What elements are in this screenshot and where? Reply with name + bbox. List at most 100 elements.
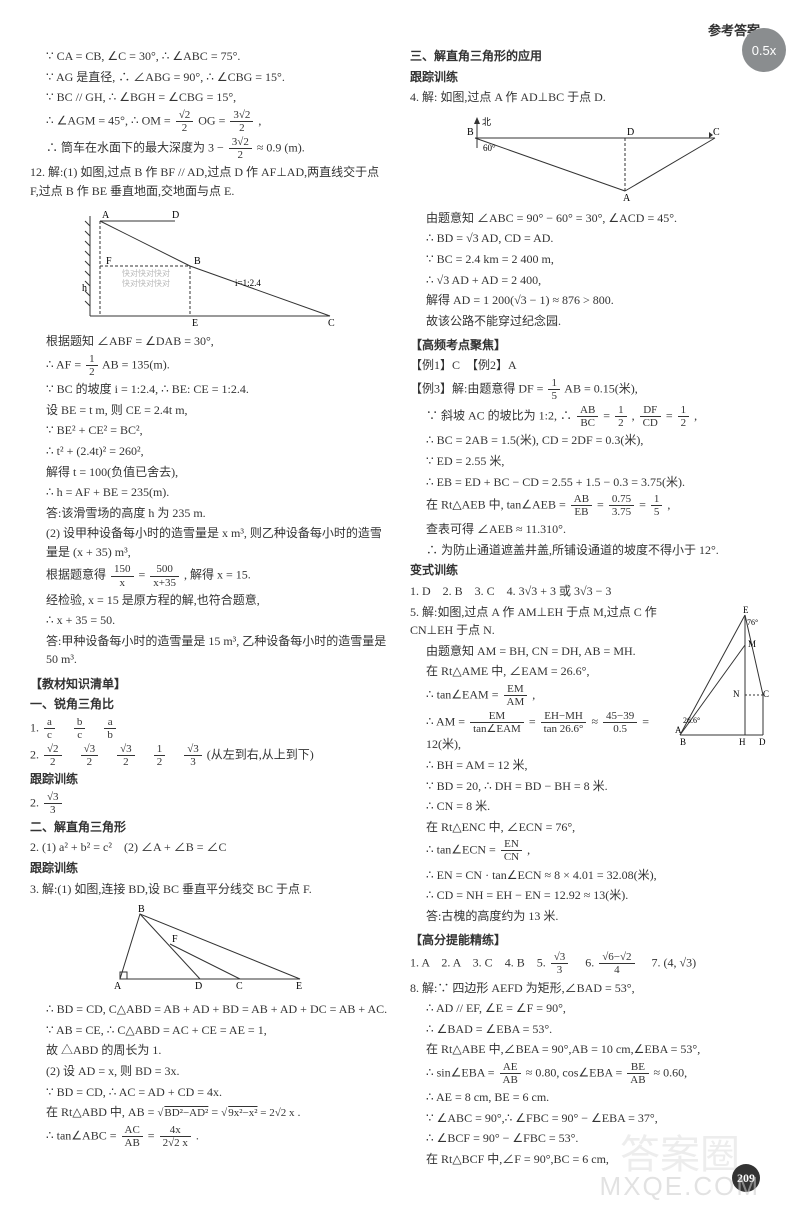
text-line: ∴ sin∠EBA = AEAB ≈ 0.80, cos∠EBA = BEAB …	[410, 1061, 770, 1086]
t: ∴ tan∠ABC =	[46, 1129, 120, 1143]
subheading: 一、锐角三角比	[30, 695, 390, 714]
subheading: 跟踪训练	[410, 68, 770, 87]
svg-text:E: E	[296, 981, 302, 992]
fraction: bc	[74, 716, 86, 741]
t: ∴ AM =	[426, 715, 468, 729]
text-line: 解得 t = 100(负值已舍去),	[30, 463, 390, 482]
text-line: ∴ CN = 8 米.	[410, 797, 770, 816]
fraction: 45−390.5	[603, 710, 637, 735]
text-line: (2) 设 AD = x, 则 BD = 3x.	[30, 1062, 390, 1081]
text-line: 解得 AD = 1 200(√3 − 1) ≈ 876 > 800.	[410, 291, 770, 310]
section-heading: 【高频考点聚焦】	[410, 336, 770, 353]
text-line: ∵ ED = 2.55 米,	[410, 452, 770, 471]
subheading: 跟踪训练	[30, 770, 390, 789]
svg-text:快对快对快对: 快对快对快对	[122, 278, 170, 288]
svg-text:D: D	[172, 210, 179, 221]
figure-triangle: B F A D C E	[30, 904, 390, 994]
text-line: ∵ 斜坡 AC 的坡比为 1:2, ∴ ABBC = 12 , DFCD = 1…	[410, 404, 770, 429]
figure-road: 北 B D C A 60°	[410, 113, 770, 203]
svg-text:A: A	[102, 210, 110, 221]
text-line: ∵ CA = CB, ∠C = 30°, ∴ ∠ABC = 75°.	[30, 47, 390, 66]
text-line: ∴ BD = √3 AD, CD = AD.	[410, 229, 770, 248]
text-line: ∴ BC = 2AB = 1.5(米), CD = 2DF = 0.3(米),	[410, 431, 770, 450]
svg-text:E: E	[743, 605, 749, 615]
page-number: 209	[732, 1164, 760, 1192]
text-line: 答:该滑雪场的高度 h 为 235 m.	[30, 504, 390, 523]
text-line: 2. √33	[30, 791, 390, 816]
fraction: 4x2√2 x	[160, 1124, 191, 1149]
fraction: ABBC	[577, 404, 598, 429]
text-line: 根据题意得 150x = 500x+35 , 解得 x = 15.	[30, 563, 390, 588]
fraction: 150x	[111, 563, 134, 588]
text-line: ∴ x + 35 = 50.	[30, 611, 390, 630]
text-line: ∴ BH = AM = 12 米,	[410, 756, 770, 775]
fraction: ACAB	[122, 1124, 143, 1149]
t: ∴ 筒车在水面下的最大深度为 3 −	[46, 140, 227, 154]
t: 根据题意得	[46, 568, 109, 582]
t: ∴ ∠AGM = 45°, ∴ OM =	[46, 113, 174, 127]
fraction: 500x+35	[150, 563, 179, 588]
t: AB = 135(m).	[102, 357, 170, 371]
t: .	[298, 1105, 301, 1119]
svg-text:C: C	[763, 689, 769, 699]
text-line: 经检验, x = 15 是原方程的解,也符合题意,	[30, 591, 390, 610]
text-line: 答:古槐的高度约为 13 米.	[410, 907, 770, 926]
fraction: √6−√24	[599, 951, 634, 976]
section-heading: 【高分提能精练】	[410, 931, 770, 948]
text-line: ∴ t² + (2.4t)² = 260²,	[30, 442, 390, 461]
text-line: 在 Rt△AEB 中, tan∠AEB = ABEB = 0.753.75 = …	[410, 493, 770, 518]
fraction: DFCD	[640, 404, 661, 429]
fraction: ABEB	[571, 493, 592, 518]
text-line: ∵ BC 的坡度 i = 1:2.4, ∴ BE: CE = 1:2.4.	[30, 380, 390, 399]
math: √BD²−AD²	[157, 1107, 208, 1119]
fraction: √33	[551, 951, 569, 976]
t: .	[196, 1129, 199, 1143]
figure-tree: E 26.6° 76° B H D M N C A	[675, 605, 770, 749]
text-line: ∴ tan∠ABC = ACAB = 4x2√2 x .	[30, 1124, 390, 1149]
text-line: 在 Rt△ABD 中, AB = √BD²−AD² = √9x²−x² = 2√…	[30, 1103, 390, 1122]
t: =	[139, 568, 149, 582]
t: , 解得 x = 15.	[184, 568, 251, 582]
t: ≈ 0.60,	[654, 1065, 688, 1079]
text-line: ∴ EB = ED + BC − CD = 2.55 + 1.5 − 0.3 =…	[410, 473, 770, 492]
text-line: 设 BE = t m, 则 CE = 2.4t m,	[30, 401, 390, 420]
math: √9x²−x² = 2√2 x	[221, 1107, 294, 1119]
t: ∴ AF =	[46, 357, 84, 371]
text-line: 1. D 2. B 3. C 4. 3√3 + 3 或 3√3 − 3	[410, 582, 770, 601]
text-line: ∴ 为防止通道遮盖井盖,所铺设通道的坡度不得小于 12°.	[410, 541, 770, 560]
fraction: √33	[184, 743, 202, 768]
fraction: 12	[615, 404, 627, 429]
fraction: ac	[44, 716, 55, 741]
fraction: 0.753.75	[609, 493, 634, 518]
fraction: 3√22	[230, 109, 253, 134]
fraction: √22	[44, 743, 62, 768]
text-line: 4. 解: 如图,过点 A 作 AD⊥BC 于点 D.	[410, 88, 770, 107]
fraction: AEAB	[500, 1061, 521, 1086]
text-line: ∴ ∠BAD = ∠EBA = 53°.	[410, 1020, 770, 1039]
svg-text:B: B	[467, 127, 474, 138]
text-line: 根据题知 ∠ABF = ∠DAB = 30°,	[30, 332, 390, 351]
text-line: 由题意知 ∠ABC = 90° − 60° = 30°, ∠ACD = 45°.	[410, 209, 770, 228]
subheading: 二、解直角三角形	[30, 818, 390, 837]
text-line: 1. A 2. A 3. C 4. B 5. √33 6. √6−√24 7. …	[410, 951, 770, 976]
svg-text:i=1:2.4: i=1:2.4	[235, 278, 261, 288]
text-line: 3. 解:(1) 如图,连接 BD,设 BC 垂直平分线交 BC 于点 F.	[30, 880, 390, 899]
text-line: 【例3】解:由题意得 DF = 15 AB = 0.15(米),	[410, 377, 770, 402]
t: 【例3】解:由题意得 DF =	[410, 381, 546, 395]
text-line: 8. 解:∵ 四边形 AEFD 为矩形,∠BAD = 53°,	[410, 979, 770, 998]
t: =	[597, 497, 607, 511]
t: =	[211, 1105, 221, 1119]
text-line: 故该公路不能穿过纪念园.	[410, 312, 770, 331]
fraction: ab	[104, 716, 116, 741]
fraction: 3√22	[229, 136, 252, 161]
svg-text:D: D	[627, 127, 634, 138]
text-line: 在 Rt△BCF 中,∠F = 90°,BC = 6 cm,	[410, 1150, 770, 1169]
zoom-badge: 0.5x	[742, 28, 786, 72]
text-line: ∴ √3 AD + AD = 2 400,	[410, 271, 770, 290]
t: ,	[258, 113, 261, 127]
svg-text:26.6°: 26.6°	[683, 716, 700, 725]
svg-text:E: E	[192, 318, 198, 326]
text-line: ∵ BD = 20, ∴ DH = BD − BH = 8 米.	[410, 777, 770, 796]
text-line: ∴ h = AF + BE = 235(m).	[30, 483, 390, 502]
section-heading: 【教材知识清单】	[30, 675, 390, 692]
